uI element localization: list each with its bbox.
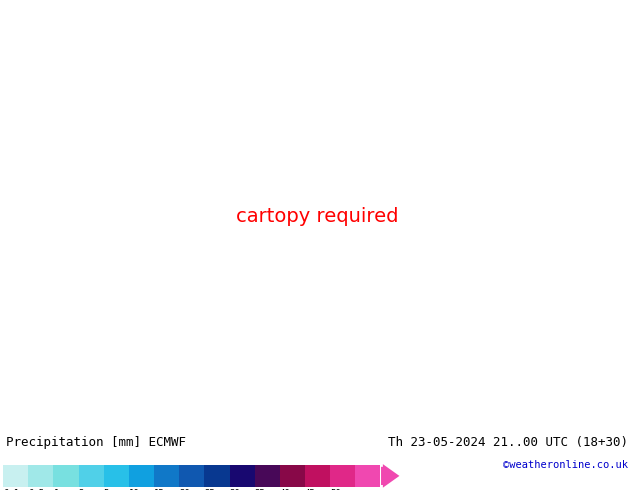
Text: ©weatheronline.co.uk: ©weatheronline.co.uk: [503, 460, 628, 469]
Text: Th 23-05-2024 21..00 UTC (18+30): Th 23-05-2024 21..00 UTC (18+30): [387, 437, 628, 449]
Text: 10: 10: [129, 489, 139, 490]
Text: 45: 45: [305, 489, 316, 490]
Bar: [230, 465, 255, 487]
Bar: [355, 465, 380, 487]
Bar: [3, 465, 29, 487]
Text: cartopy required: cartopy required: [236, 207, 398, 226]
Bar: [179, 465, 204, 487]
FancyArrow shape: [381, 464, 399, 488]
Bar: [280, 465, 305, 487]
Bar: [129, 465, 154, 487]
Text: Precipitation [mm] ECMWF: Precipitation [mm] ECMWF: [6, 437, 186, 449]
Text: 25: 25: [204, 489, 215, 490]
Bar: [330, 465, 355, 487]
Bar: [204, 465, 230, 487]
Text: 1: 1: [53, 489, 59, 490]
Bar: [79, 465, 104, 487]
Text: 0.5: 0.5: [29, 489, 44, 490]
Text: 30: 30: [230, 489, 240, 490]
Text: 40: 40: [280, 489, 290, 490]
Text: 2: 2: [79, 489, 84, 490]
Text: 20: 20: [179, 489, 190, 490]
Bar: [305, 465, 330, 487]
Bar: [154, 465, 179, 487]
Text: 5: 5: [104, 489, 109, 490]
Text: 15: 15: [154, 489, 165, 490]
Text: 50: 50: [330, 489, 341, 490]
Text: 35: 35: [255, 489, 266, 490]
Text: 0.1: 0.1: [3, 489, 19, 490]
Bar: [53, 465, 79, 487]
Bar: [29, 465, 53, 487]
Bar: [104, 465, 129, 487]
Bar: [255, 465, 280, 487]
